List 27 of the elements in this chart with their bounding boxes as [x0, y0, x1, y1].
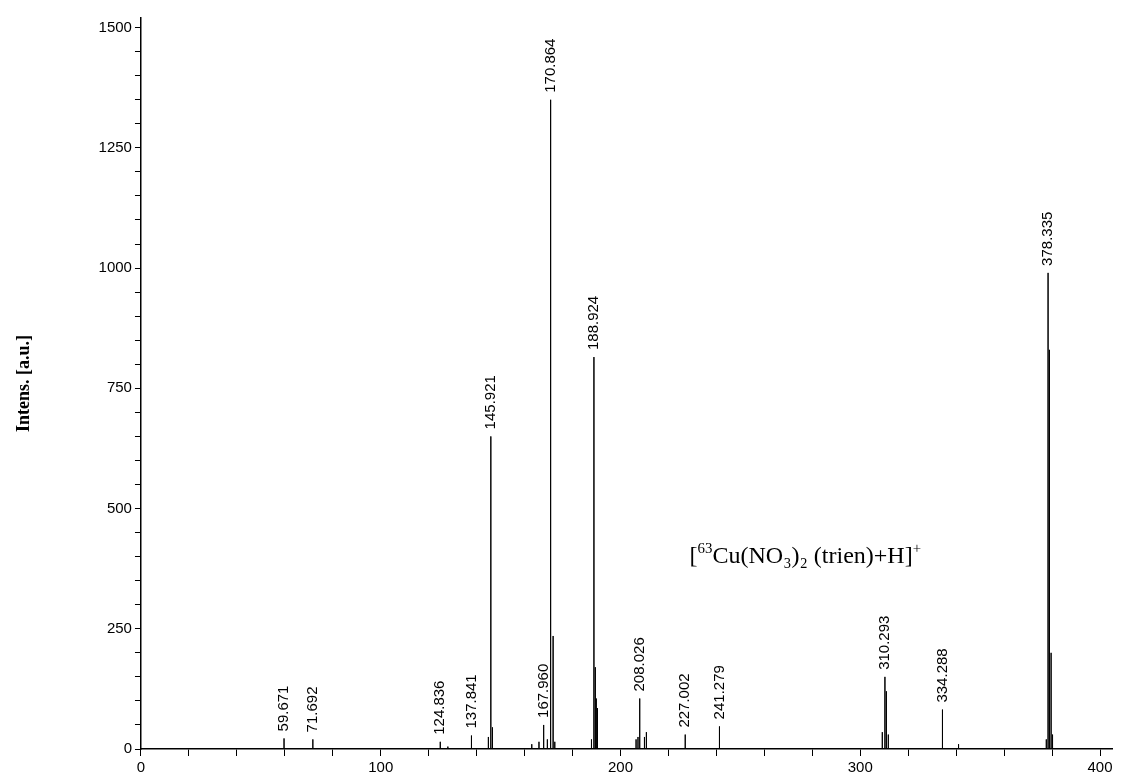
y-tick-label: 500 [106, 498, 132, 516]
annotation: 145.921 [480, 375, 498, 430]
y-axis-title: Intens. [a.u.] [13, 334, 34, 433]
annotation: 170.864 [540, 38, 558, 93]
x-tick-label: 200 [607, 758, 634, 776]
x-tick-label: 0 [136, 758, 146, 776]
annotation: 241.279 [709, 665, 727, 720]
annotation: 378.335 [1038, 211, 1056, 266]
annotation: 208.026 [629, 637, 647, 692]
x-tick-label: 300 [847, 758, 873, 776]
annotation: 188.924 [584, 295, 602, 351]
y-tick-label: 250 [106, 618, 132, 636]
annotation: 71.692 [303, 686, 320, 733]
y-tick-label: 750 [106, 378, 132, 396]
x-tick-label: 100 [368, 758, 394, 776]
y-tick-label: 0 [123, 739, 132, 757]
y-tick-label: 1500 [98, 17, 132, 35]
x-tick-label: 400 [1087, 758, 1113, 776]
annotation: 137.841 [461, 674, 479, 729]
annotation: 310.293 [875, 615, 893, 670]
annotation: 167.960 [533, 663, 551, 718]
y-tick-label: 1000 [98, 258, 132, 276]
annotation: 334.288 [932, 648, 950, 703]
annotation: 124.836 [430, 680, 448, 735]
annotation: 59.671 [274, 685, 292, 732]
annotation: 227.002 [675, 673, 693, 728]
y-tick-label: 1250 [98, 137, 132, 155]
